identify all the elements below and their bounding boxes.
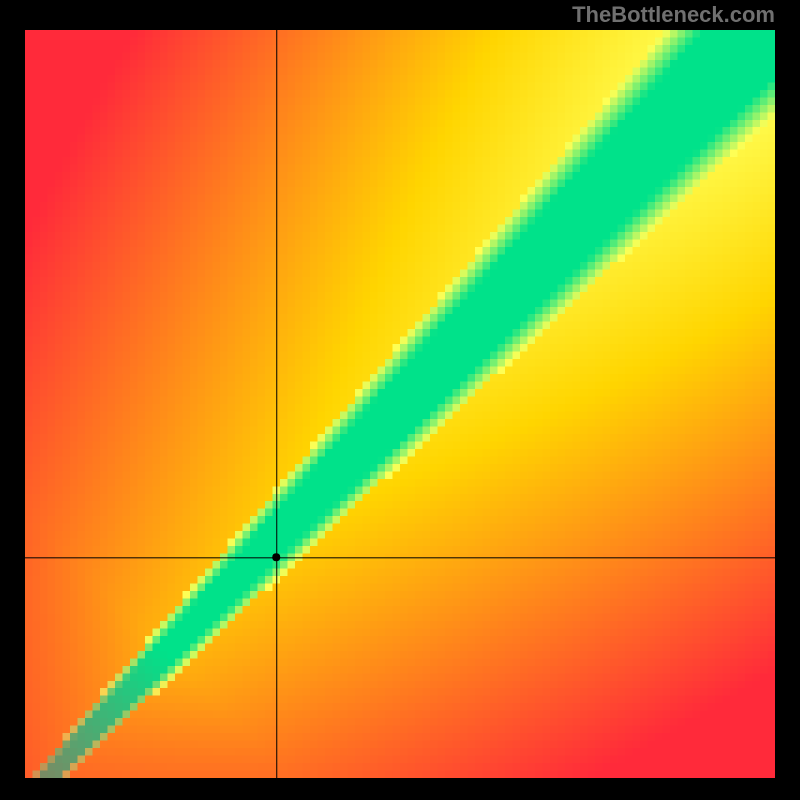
crosshair-overlay	[25, 30, 775, 778]
chart-container: { "watermark": "TheBottleneck.com", "cha…	[0, 0, 800, 800]
watermark-text: TheBottleneck.com	[572, 2, 775, 28]
